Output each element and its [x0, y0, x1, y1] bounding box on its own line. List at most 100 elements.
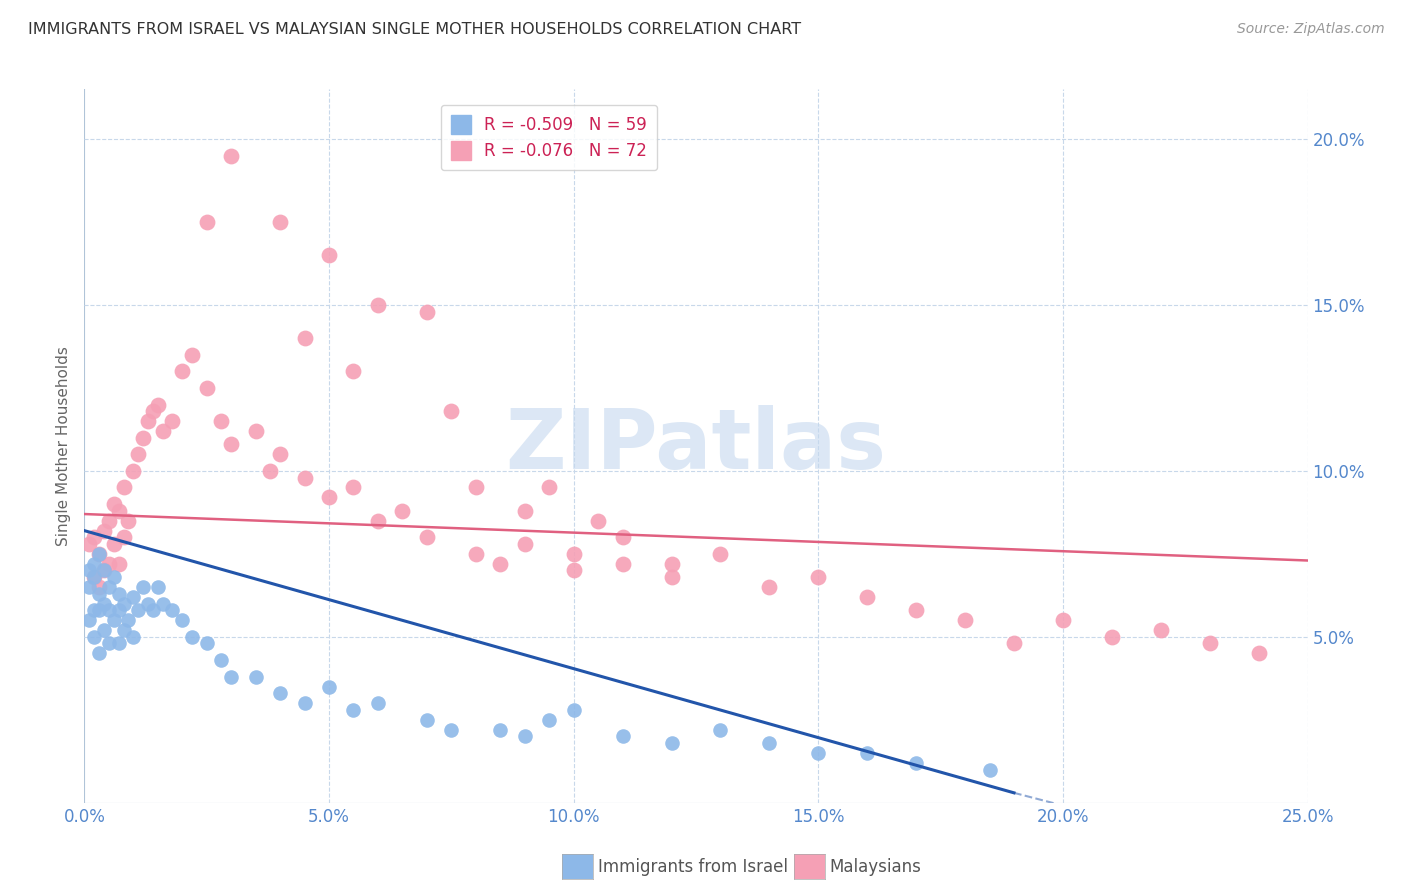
- Point: [181, 348, 204, 362]
- Point: [513, 504, 536, 518]
- Point: [97, 580, 120, 594]
- Point: [87, 547, 110, 561]
- Point: [142, 603, 165, 617]
- Point: [905, 756, 928, 770]
- Point: [661, 570, 683, 584]
- Point: [97, 603, 120, 617]
- Text: IMMIGRANTS FROM ISRAEL VS MALAYSIAN SINGLE MOTHER HOUSEHOLDS CORRELATION CHART: IMMIGRANTS FROM ISRAEL VS MALAYSIAN SING…: [28, 22, 801, 37]
- Point: [562, 547, 585, 561]
- Point: [416, 530, 439, 544]
- Point: [489, 723, 512, 737]
- Point: [83, 630, 105, 644]
- Point: [586, 514, 609, 528]
- Point: [93, 564, 115, 578]
- Point: [905, 603, 928, 617]
- Point: [440, 723, 463, 737]
- Point: [367, 298, 389, 312]
- Point: [953, 613, 976, 627]
- Point: [132, 580, 155, 594]
- Point: [107, 587, 129, 601]
- Point: [83, 530, 105, 544]
- Point: [416, 304, 439, 318]
- Point: [83, 570, 105, 584]
- Point: [112, 597, 135, 611]
- Text: Source: ZipAtlas.com: Source: ZipAtlas.com: [1237, 22, 1385, 37]
- Point: [87, 587, 110, 601]
- Point: [172, 364, 194, 378]
- Point: [93, 624, 115, 638]
- Point: [117, 514, 139, 528]
- Point: [136, 597, 159, 611]
- Y-axis label: Single Mother Households: Single Mother Households: [56, 346, 72, 546]
- Point: [294, 696, 316, 710]
- Point: [152, 424, 174, 438]
- Point: [709, 547, 731, 561]
- Point: [612, 730, 634, 744]
- Point: [97, 557, 120, 571]
- Point: [195, 381, 218, 395]
- Point: [294, 470, 316, 484]
- Point: [219, 437, 242, 451]
- Point: [219, 148, 242, 162]
- Point: [87, 647, 110, 661]
- Point: [440, 404, 463, 418]
- Point: [152, 597, 174, 611]
- Point: [112, 530, 135, 544]
- Point: [97, 514, 120, 528]
- Point: [83, 603, 105, 617]
- Point: [107, 603, 129, 617]
- Point: [661, 736, 683, 750]
- Point: [1101, 630, 1123, 644]
- Point: [513, 730, 536, 744]
- Point: [1002, 636, 1025, 650]
- Point: [269, 686, 291, 700]
- Legend: R = -0.509   N = 59, R = -0.076   N = 72: R = -0.509 N = 59, R = -0.076 N = 72: [441, 104, 657, 169]
- Point: [107, 636, 129, 650]
- Point: [318, 248, 340, 262]
- Point: [758, 580, 780, 594]
- Point: [245, 670, 267, 684]
- Point: [142, 404, 165, 418]
- Point: [562, 703, 585, 717]
- Point: [103, 570, 125, 584]
- Point: [83, 570, 105, 584]
- Point: [209, 414, 232, 428]
- Point: [181, 630, 204, 644]
- Point: [162, 603, 184, 617]
- Point: [709, 723, 731, 737]
- Point: [612, 557, 634, 571]
- Text: Immigrants from Israel: Immigrants from Israel: [598, 858, 787, 876]
- Point: [259, 464, 281, 478]
- Point: [103, 497, 125, 511]
- Point: [83, 557, 105, 571]
- Point: [489, 557, 512, 571]
- Point: [979, 763, 1001, 777]
- Point: [209, 653, 232, 667]
- Point: [127, 603, 149, 617]
- Point: [367, 696, 389, 710]
- Point: [612, 530, 634, 544]
- Point: [93, 564, 115, 578]
- Point: [97, 636, 120, 650]
- Point: [93, 524, 115, 538]
- Point: [562, 564, 585, 578]
- Point: [87, 547, 110, 561]
- Point: [77, 564, 100, 578]
- Point: [172, 613, 194, 627]
- Point: [513, 537, 536, 551]
- Point: [538, 713, 561, 727]
- Point: [367, 514, 389, 528]
- Point: [122, 630, 145, 644]
- Point: [87, 603, 110, 617]
- Point: [127, 447, 149, 461]
- Point: [77, 537, 100, 551]
- Point: [856, 590, 879, 604]
- Point: [219, 670, 242, 684]
- Point: [269, 447, 291, 461]
- Point: [1052, 613, 1074, 627]
- Point: [342, 703, 364, 717]
- Point: [391, 504, 413, 518]
- Text: ZIPatlas: ZIPatlas: [506, 406, 886, 486]
- Point: [856, 746, 879, 760]
- Point: [162, 414, 184, 428]
